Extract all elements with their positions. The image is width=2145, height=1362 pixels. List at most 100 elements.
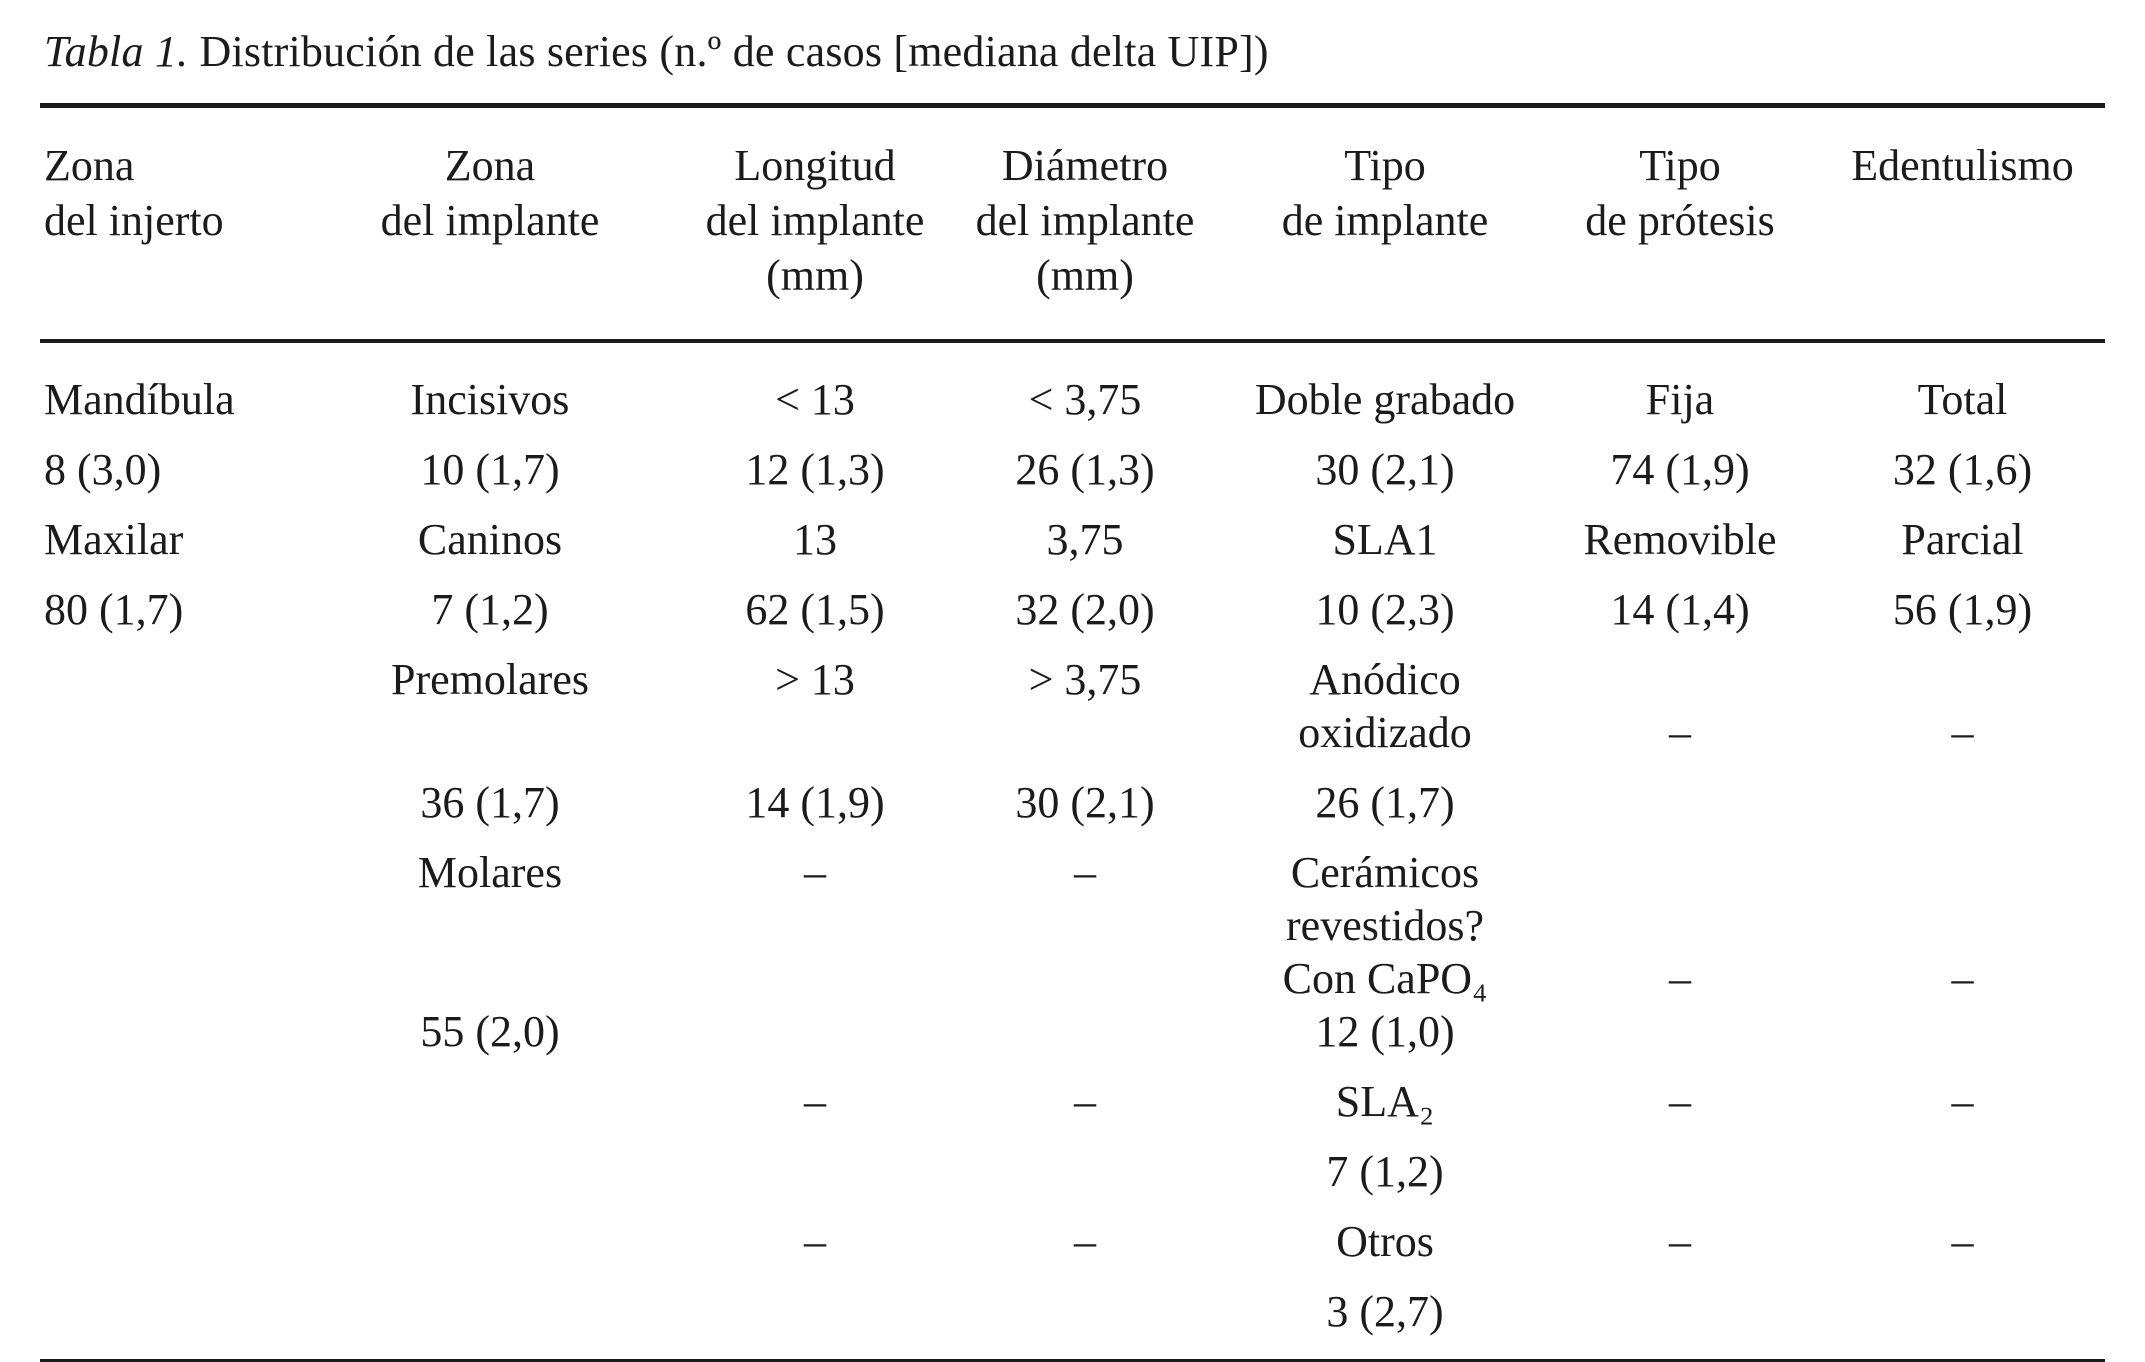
table-cell: –: [1669, 707, 1691, 757]
table-cell: SLA1: [1332, 514, 1438, 564]
table-cell: Mandíbula: [44, 374, 235, 424]
table-cell: 32 (2,0): [1015, 584, 1155, 634]
table-cell: > 3,75: [1028, 654, 1142, 704]
table-cell: Cerámicos: [1290, 847, 1480, 897]
table-cell: [690, 710, 940, 780]
table-cell: [1540, 1289, 1820, 1362]
table-cell: –: [1669, 1076, 1691, 1126]
table-cell: [40, 1009, 290, 1079]
table-cell: [1540, 1009, 1820, 1079]
table-cell: 13: [793, 514, 837, 564]
table-cell: 74 (1,9): [1610, 444, 1750, 494]
column-header-edentulismo: Edentulismo: [1820, 105, 2105, 343]
table-cell: –: [1074, 1076, 1096, 1126]
table-cell: [940, 710, 1230, 780]
table-cell: SLA₂: [1335, 1076, 1435, 1126]
table-row: oxidizado – –: [40, 707, 2105, 780]
table-cell: Maxilar: [44, 514, 184, 564]
table-cell: Fija: [1645, 374, 1715, 424]
table-row: 55 (2,0) 12 (1,0): [40, 1006, 2105, 1079]
table-cell: 56 (1,9): [1892, 584, 2033, 634]
table-cell: [40, 903, 290, 956]
table-row: – – SLA₂ – –: [40, 1076, 2105, 1149]
table-row: 7 (1,2): [40, 1146, 2105, 1219]
table-cell: [690, 1009, 940, 1079]
table-cell: [1820, 1289, 2105, 1362]
table-cell: 12 (1,0): [1315, 1006, 1455, 1056]
table-cell: [290, 1149, 690, 1219]
column-header-tipo-implante: Tipo de implante: [1230, 105, 1540, 343]
table-cell: [40, 1079, 290, 1149]
column-header-zona-injerto: Zona del injerto: [40, 105, 290, 343]
table-cell: [1820, 1009, 2105, 1079]
table-cell: [940, 1149, 1230, 1219]
table-cell: –: [804, 1216, 826, 1266]
table-cell: 30 (2,1): [1315, 444, 1455, 494]
table-cell: 30 (2,1): [1015, 777, 1155, 827]
table-cell: 7 (1,2): [431, 584, 549, 634]
table-cell: revestidos?: [1286, 900, 1484, 950]
table-cell: [1820, 780, 2105, 850]
header-row: Zona del injerto Zona del implante Longi…: [40, 105, 2105, 343]
table-row: 3 (2,7): [40, 1288, 2105, 1362]
table-cell: [40, 780, 290, 850]
table-cell: [940, 1009, 1230, 1079]
table-cell: [40, 710, 290, 780]
table-row: Molares – – Cerámicos: [40, 847, 2105, 903]
table-cell: [1820, 657, 2105, 710]
table-cell: –: [804, 847, 826, 897]
table-cell: [40, 1149, 290, 1219]
column-header-diametro-implante: Diámetro del implante (mm): [940, 105, 1230, 343]
table-cell: < 13: [775, 374, 855, 424]
table-cell: [1540, 1149, 1820, 1219]
table-row: revestidos?: [40, 900, 2105, 956]
table-cell: Premolares: [391, 654, 589, 704]
table-cell: Doble grabado: [1254, 374, 1516, 424]
column-header-zona-implante: Zona del implante: [290, 105, 690, 343]
table-cell: Removible: [1583, 514, 1777, 564]
table-cell: [690, 1149, 940, 1219]
table-cell: Con CaPO₄: [1282, 953, 1488, 1003]
table-cell: [40, 956, 290, 1009]
table-caption-label: Tabla 1.: [44, 27, 189, 76]
table-cell: 26 (1,3): [1015, 444, 1155, 494]
table-cell: –: [1074, 1216, 1096, 1266]
table-cell: Total: [1917, 374, 2008, 424]
table-cell: > 13: [775, 654, 855, 704]
table-cell: [1540, 850, 1820, 903]
table-cell: Incisivos: [410, 374, 570, 424]
table-cell: oxidizado: [1298, 707, 1472, 757]
table-cell: 26 (1,7): [1315, 777, 1455, 827]
table-cell: –: [804, 1076, 826, 1126]
table-cell: [40, 850, 290, 903]
table-cell: [290, 1219, 690, 1289]
table-cell: [290, 903, 690, 956]
table-cell: Caninos: [417, 514, 563, 564]
table-cell: [690, 956, 940, 1009]
table-row: Mandíbula Incisivos < 13 < 3,75 Doble gr…: [40, 341, 2105, 447]
table-caption-text: Distribución de las series (n.º de casos…: [188, 27, 1269, 76]
table-cell: 32 (1,6): [1892, 444, 2033, 494]
table-cell: [940, 956, 1230, 1009]
table-row: Maxilar Caninos 13 3,75 SLA1 Removible P…: [40, 514, 2105, 587]
table-cell: –: [1669, 953, 1691, 1003]
table-row: 8 (3,0) 10 (1,7) 12 (1,3) 26 (1,3) 30 (2…: [40, 444, 2105, 517]
table-cell: 55 (2,0): [420, 1006, 560, 1056]
table-cell: 7 (1,2): [1326, 1146, 1444, 1196]
table-cell: < 3,75: [1028, 374, 1142, 424]
table-caption: Tabla 1. Distribución de las series (n.º…: [40, 16, 2105, 103]
table-cell: –: [1951, 1076, 1974, 1126]
table-cell: [290, 1079, 690, 1149]
table-cell: Molares: [417, 847, 563, 897]
table-row: 80 (1,7) 7 (1,2) 62 (1,5) 32 (2,0) 10 (2…: [40, 584, 2105, 657]
table-cell: Anódico: [1309, 654, 1461, 704]
table-cell: 80 (1,7): [44, 584, 184, 634]
table-cell: [1820, 850, 2105, 903]
table-row: – – Otros – –: [40, 1216, 2105, 1289]
table-cell: [290, 710, 690, 780]
table-cell: 36 (1,7): [420, 777, 560, 827]
table-cell: 14 (1,4): [1610, 584, 1750, 634]
column-header-tipo-protesis: Tipo de prótesis: [1540, 105, 1820, 343]
table-cell: [290, 956, 690, 1009]
table-cell: [940, 1289, 1230, 1362]
